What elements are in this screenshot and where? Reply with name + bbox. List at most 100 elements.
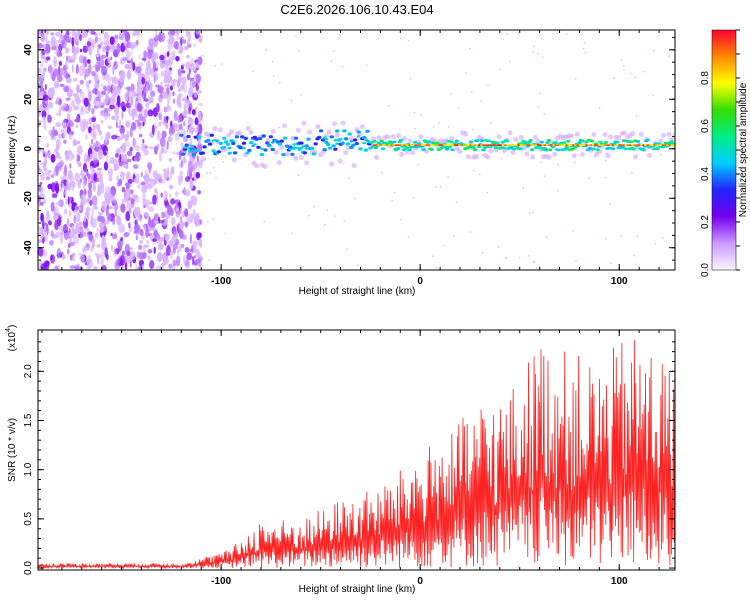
noise-blob (68, 234, 75, 238)
noise-blob (94, 266, 98, 270)
tone-halo (474, 154, 480, 159)
noise-blob (175, 211, 182, 215)
noise-blob (189, 233, 192, 245)
tone-blob (447, 145, 453, 149)
noise-blob (96, 227, 99, 233)
noise-blob (178, 42, 182, 52)
tone-halo (273, 149, 279, 155)
noise-blob (168, 184, 174, 190)
noise-speck (201, 54, 204, 57)
tone-blob (192, 148, 196, 151)
tone-blob (495, 141, 500, 145)
noise-blob (63, 133, 66, 138)
noise-blob (54, 265, 60, 270)
noise-speck (620, 59, 623, 61)
noise-blob (78, 161, 82, 168)
noise-blob (134, 224, 140, 233)
tone-blob (309, 146, 315, 150)
tone-blob (331, 144, 336, 148)
noise-speck (480, 99, 483, 102)
noise-blob (129, 41, 136, 51)
tone-blob (340, 141, 345, 145)
noise-blob (145, 83, 149, 94)
tone-blob (227, 151, 232, 155)
noise-speck (543, 175, 546, 177)
noise-blob (114, 163, 120, 170)
noise-speck (588, 177, 590, 179)
noise-blob (77, 145, 83, 155)
noise-speck (298, 50, 300, 52)
noise-blob (113, 62, 117, 67)
tone-halo (465, 154, 471, 160)
noise-speck (448, 126, 450, 128)
noise-blob (114, 105, 120, 115)
noise-speck (295, 35, 297, 38)
noise-blob (138, 54, 141, 60)
noise-blob (97, 46, 100, 55)
noise-blob (193, 43, 196, 48)
tone-halo (332, 121, 338, 127)
tone-blob (190, 144, 194, 148)
noise-speck (388, 105, 390, 107)
noise-blob (57, 74, 63, 83)
noise-speck (469, 231, 472, 233)
tone-blob (322, 136, 327, 139)
noise-blob (72, 252, 76, 257)
tone-blob (412, 140, 418, 144)
noise-blob (195, 73, 201, 84)
tone-halo (337, 158, 343, 164)
noise-blob (83, 97, 89, 107)
noise-blob (38, 226, 42, 231)
tone-blob (263, 148, 268, 152)
noise-blob (111, 134, 117, 140)
noise-blob (63, 169, 67, 177)
noise-blob (55, 231, 61, 238)
noise-blob (167, 41, 173, 52)
noise-blob (199, 238, 203, 248)
noise-speck (623, 69, 625, 71)
noise-blob (93, 172, 98, 182)
noise-blob (47, 87, 54, 99)
tone-halo (591, 132, 597, 138)
noise-speck (533, 45, 535, 48)
noise-blob (91, 70, 96, 77)
noise-speck (538, 92, 541, 95)
noise-blob (193, 91, 198, 98)
noise-blob (102, 107, 108, 117)
noise-blob (145, 228, 150, 238)
noise-blob (106, 253, 109, 261)
noise-blob (133, 177, 140, 184)
noise-speck (447, 176, 449, 178)
tone-blob (256, 145, 261, 149)
noise-blob (152, 52, 159, 60)
noise-speck (330, 60, 333, 62)
tone-blob (351, 143, 356, 147)
noise-blob (129, 259, 132, 268)
noise-blob (117, 44, 122, 48)
noise-blob (190, 195, 194, 206)
noise-blob (167, 205, 173, 216)
noise-blob (50, 36, 55, 48)
noise-blob (58, 30, 63, 33)
noise-blob (191, 177, 195, 181)
noise-blob (169, 250, 175, 256)
noise-blob (105, 94, 109, 103)
noise-speck (545, 236, 548, 239)
noise-blob (187, 213, 191, 218)
noise-blob (134, 156, 137, 162)
noise-speck (572, 230, 574, 232)
snr-frame (37, 329, 676, 571)
noise-speck (413, 112, 416, 114)
noise-blob (182, 136, 189, 143)
noise-speck (224, 155, 227, 158)
noise-speck (498, 68, 501, 71)
tone-halo (226, 132, 232, 138)
noise-blob (153, 74, 156, 85)
noise-blob (45, 30, 50, 36)
tone-blob (404, 146, 409, 150)
noise-blob (152, 194, 157, 205)
noise-speck (505, 256, 507, 259)
noise-speck (469, 47, 471, 50)
noise-blob (38, 67, 42, 74)
tone-blob (254, 137, 259, 141)
